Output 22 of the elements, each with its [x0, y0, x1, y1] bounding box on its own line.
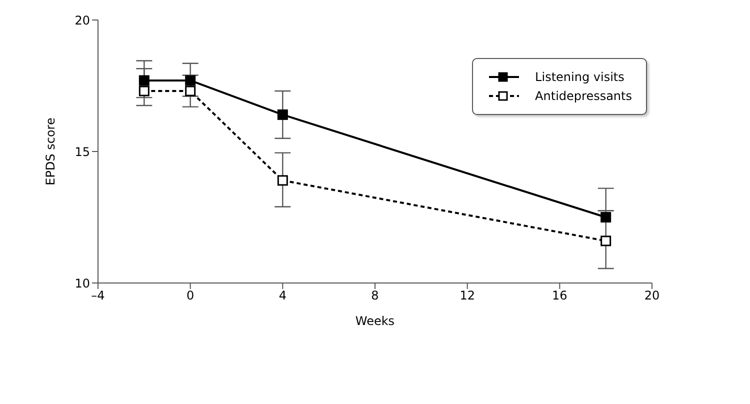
- x-tick-label: 12: [460, 288, 475, 303]
- x-tick-label: 16: [552, 288, 568, 303]
- point: [600, 236, 612, 246]
- point: [277, 109, 288, 120]
- y-tick-label: 10: [74, 276, 90, 290]
- point: [185, 86, 196, 96]
- point: [138, 75, 150, 86]
- point: [600, 212, 612, 222]
- x-axis-title: Weeks: [355, 314, 395, 328]
- x-tick-label: –4: [91, 288, 105, 303]
- x-tick-label: 20: [644, 288, 660, 303]
- y-tick-label: 20: [74, 13, 90, 28]
- legend-label: Antidepressants: [535, 89, 632, 103]
- point: [138, 86, 150, 96]
- point: [277, 175, 288, 186]
- x-tick-label: 0: [186, 288, 194, 303]
- y-axis-title: EPDS score: [43, 118, 58, 186]
- x-tick-label: 4: [278, 288, 286, 303]
- x-tick-label: 8: [371, 288, 379, 303]
- legend-label: Listening visits: [535, 70, 624, 84]
- point: [185, 75, 196, 86]
- y-tick-label: 15: [74, 144, 90, 159]
